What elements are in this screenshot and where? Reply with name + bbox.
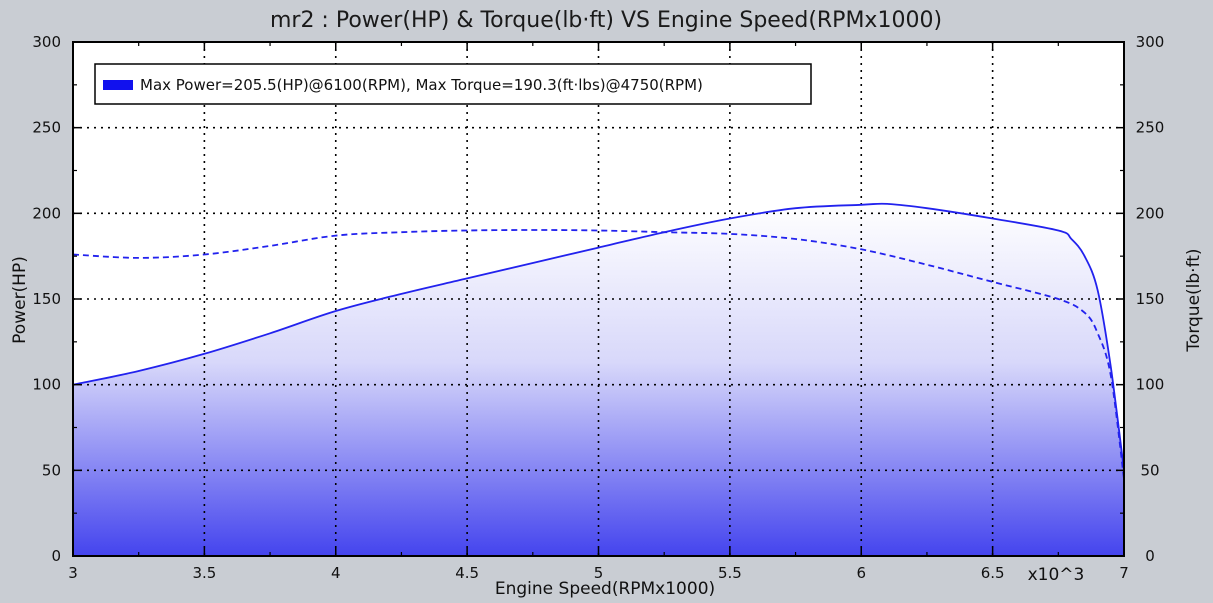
torque-line: [73, 229, 1124, 480]
y-tick-label-left: 100: [32, 376, 61, 394]
x-axis-label: Engine Speed(RPMx1000): [495, 579, 715, 599]
y-tick-label-left: 250: [32, 119, 61, 137]
y-axis-label-right: Torque(lb·ft): [1184, 248, 1204, 352]
x-multiplier-label: x10^3: [1028, 565, 1085, 585]
x-tick-label: 3: [68, 564, 78, 582]
x-tick-label: 7: [1119, 564, 1129, 582]
x-tick-label: 5: [594, 564, 604, 582]
y-axis-label-left: Power(HP): [10, 256, 30, 344]
grid-lines: [73, 42, 1124, 556]
legend-box: [94, 63, 812, 105]
y-tick-label-right: 200: [1136, 204, 1165, 222]
legend-text: Max Power=205.5(HP)@6100(RPM), Max Torqu…: [140, 76, 703, 94]
x-tick-label: 5.5: [718, 564, 742, 582]
y-tick-label-left: 150: [32, 290, 61, 308]
legend: Max Power=205.5(HP)@6100(RPM), Max Torqu…: [94, 63, 812, 105]
power-line: [73, 202, 1124, 471]
chart-title: mr2 : Power(HP) & Torque(lb·ft) VS Engin…: [270, 8, 942, 33]
x-tick-label: 6.5: [981, 564, 1005, 582]
x-tick-label: 3.5: [192, 564, 216, 582]
y-tick-label-right: 300: [1136, 33, 1165, 51]
legend-swatch: [103, 80, 133, 90]
y-tick-label-right: 100: [1136, 376, 1165, 394]
y-tick-label-right: 0: [1145, 547, 1155, 565]
series-layer: [73, 202, 1124, 480]
x-tick-label: 6: [856, 564, 866, 582]
x-tick-label: 4: [331, 564, 341, 582]
y-tick-label-left: 200: [32, 204, 61, 222]
y-tick-label-left: 300: [32, 33, 61, 51]
y-tick-label-left: 50: [42, 461, 61, 479]
y-tick-label-right: 50: [1140, 461, 1159, 479]
x-tick-label: 4.5: [455, 564, 479, 582]
y-tick-label-right: 150: [1136, 290, 1165, 308]
y-tick-label-left: 0: [51, 547, 61, 565]
y-tick-label-right: 250: [1136, 119, 1165, 137]
